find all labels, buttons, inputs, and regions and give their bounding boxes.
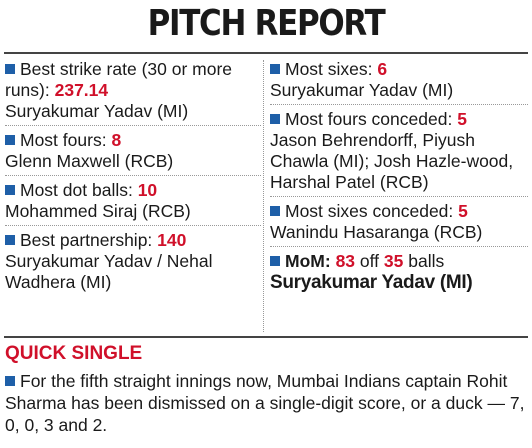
stat-man-of-the-match: MoM: 83 off 35 balls Suryakumar Yadav (M… (270, 247, 528, 296)
stat-value: 10 (137, 180, 158, 200)
square-bullet-icon (5, 64, 15, 74)
stat-label: Best strike rate (30 or more runs): (5, 59, 233, 100)
square-bullet-icon (5, 235, 15, 245)
quick-single-body: For the fifth straight innings now, Mumb… (5, 370, 527, 436)
quick-single-heading: QUICK SINGLE (5, 343, 143, 364)
stat-value: 6 (377, 59, 388, 79)
stat-label: Most sixes conceded: (285, 201, 454, 221)
stat-value: 5 (457, 109, 467, 129)
column-divider (263, 60, 264, 332)
stat-best-strike-rate: Best strike rate (30 or more runs): 237.… (5, 55, 261, 126)
stat-label: Most fours conceded: (285, 109, 453, 129)
stat-best-partnership: Best partnership: 140 Suryakumar Yadav /… (5, 226, 261, 296)
mom-off: off (359, 251, 380, 271)
mom-player: Suryakumar Yadav (MI) (270, 272, 473, 293)
mom-balls-word: balls (408, 251, 445, 271)
stat-label: Most dot balls: (20, 180, 133, 200)
stat-player: Suryakumar Yadav / Nehal Wadhera (MI) (5, 251, 213, 292)
stat-player: Mohammed Siraj (RCB) (5, 201, 191, 221)
square-bullet-icon (270, 206, 280, 216)
stat-player: Suryakumar Yadav (MI) (270, 80, 454, 100)
stat-most-fours: Most fours: 8 Glenn Maxwell (RCB) (5, 126, 261, 176)
stat-value: 5 (458, 201, 468, 221)
left-column: Best strike rate (30 or more runs): 237.… (5, 55, 261, 296)
square-bullet-icon (5, 376, 15, 386)
square-bullet-icon (270, 114, 280, 124)
page-title: PITCH REPORT (147, 3, 386, 44)
stat-label: Best partnership: (20, 230, 153, 250)
stat-value: 8 (111, 130, 122, 150)
mom-label: MoM: (285, 251, 331, 271)
quick-single-text: For the fifth straight innings now, Mumb… (5, 371, 525, 435)
stat-most-dot-balls: Most dot balls: 10 Mohammed Siraj (RCB) (5, 176, 261, 226)
stat-label: Most sixes: (285, 59, 373, 79)
mom-balls: 35 (383, 251, 404, 271)
stat-player: Jason Behrendorff, Piyush Chawla (MI); J… (270, 130, 514, 192)
stat-value: 237.14 (54, 80, 109, 100)
stat-most-fours-conceded: Most fours conceded: 5 Jason Behrendorff… (270, 105, 528, 197)
stat-most-sixes-conceded: Most sixes conceded: 5 Wanindu Hasaranga… (270, 197, 528, 247)
square-bullet-icon (5, 185, 15, 195)
stat-player: Suryakumar Yadav (MI) (5, 101, 189, 121)
stat-label: Most fours: (20, 130, 107, 150)
top-divider (4, 52, 528, 54)
right-column: Most sixes: 6 Suryakumar Yadav (MI) Most… (270, 55, 528, 296)
stat-value: 140 (157, 230, 187, 250)
square-bullet-icon (270, 256, 280, 266)
stat-player: Glenn Maxwell (RCB) (5, 151, 174, 171)
stat-most-sixes: Most sixes: 6 Suryakumar Yadav (MI) (270, 55, 528, 105)
section-divider (4, 336, 528, 338)
stat-player: Wanindu Hasaranga (RCB) (270, 222, 483, 242)
square-bullet-icon (270, 64, 280, 74)
mom-runs: 83 (335, 251, 356, 271)
square-bullet-icon (5, 135, 15, 145)
